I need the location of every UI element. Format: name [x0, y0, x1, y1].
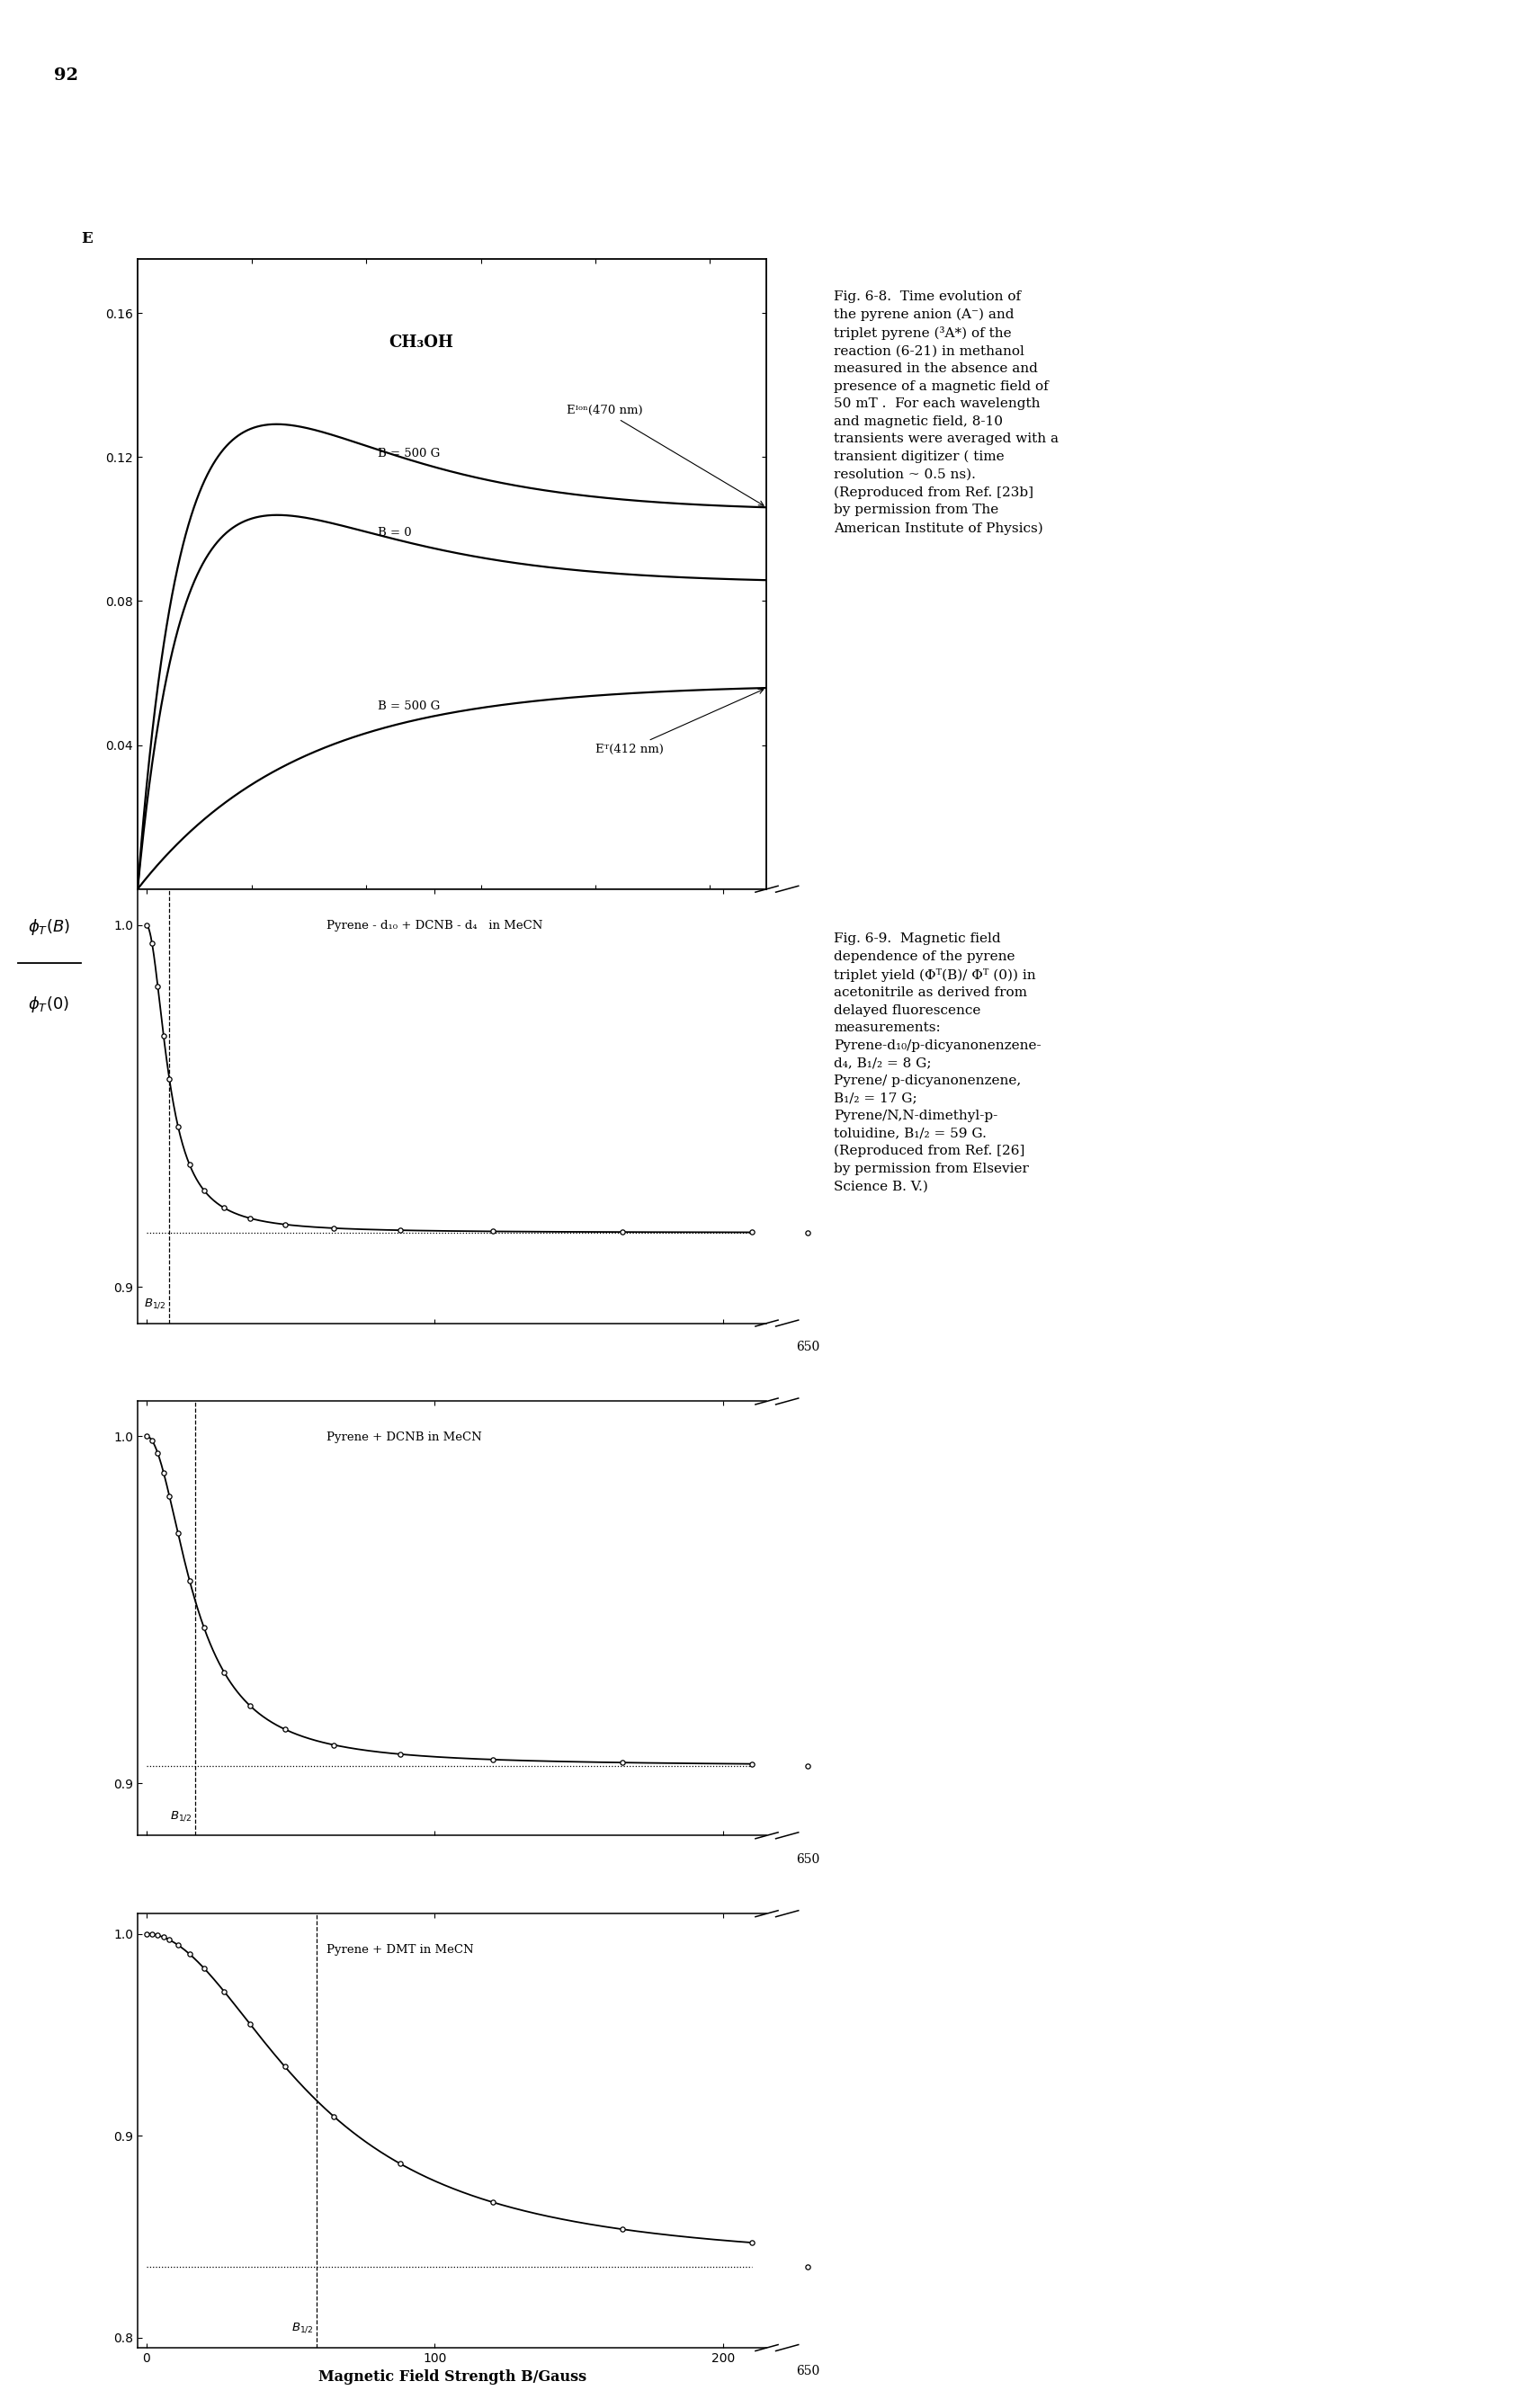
Text: Pyrene + DMT in MeCN: Pyrene + DMT in MeCN: [326, 1943, 474, 1955]
Text: Pyrene - d₁₀ + DCNB - d₄   in MeCN: Pyrene - d₁₀ + DCNB - d₄ in MeCN: [326, 920, 543, 932]
Text: Eᴵᵒⁿ(470 nm): Eᴵᵒⁿ(470 nm): [567, 405, 763, 506]
Text: Fig. 6-9.  Magnetic field
dependence of the pyrene
triplet yield (Φᵀ(B)/ Φᵀ (0)): Fig. 6-9. Magnetic field dependence of t…: [833, 932, 1041, 1192]
Text: 650: 650: [795, 2365, 820, 2377]
Text: E: E: [81, 231, 92, 246]
Text: $\phi_T(0)$: $\phi_T(0)$: [28, 995, 70, 1014]
Text: $B_{1/2}$: $B_{1/2}$: [144, 1298, 167, 1310]
Text: Eᵀ(412 nm): Eᵀ(412 nm): [595, 689, 763, 756]
X-axis label: Magnetic Field Strength B/Gauss: Magnetic Field Strength B/Gauss: [318, 2369, 586, 2384]
Text: CH₃OH: CH₃OH: [388, 335, 453, 352]
Text: Fig. 6-8.  Time evolution of
the pyrene anion (A⁻) and
triplet pyrene (³A*) of t: Fig. 6-8. Time evolution of the pyrene a…: [833, 291, 1060, 535]
Text: B = 500 G: B = 500 G: [378, 701, 440, 713]
Text: Pyrene + DCNB in MeCN: Pyrene + DCNB in MeCN: [326, 1433, 482, 1442]
X-axis label: Time/ns: Time/ns: [422, 910, 483, 925]
Text: 650: 650: [795, 1341, 820, 1353]
Text: B = 0: B = 0: [378, 527, 411, 539]
Text: 92: 92: [54, 67, 78, 84]
Text: $B_{1/2}$: $B_{1/2}$: [292, 2321, 313, 2336]
Text: $\phi_T(B)$: $\phi_T(B)$: [28, 917, 70, 937]
Text: $B_{1/2}$: $B_{1/2}$: [170, 1808, 193, 1823]
Text: B = 500 G: B = 500 G: [378, 448, 440, 460]
Text: 650: 650: [795, 1852, 820, 1866]
